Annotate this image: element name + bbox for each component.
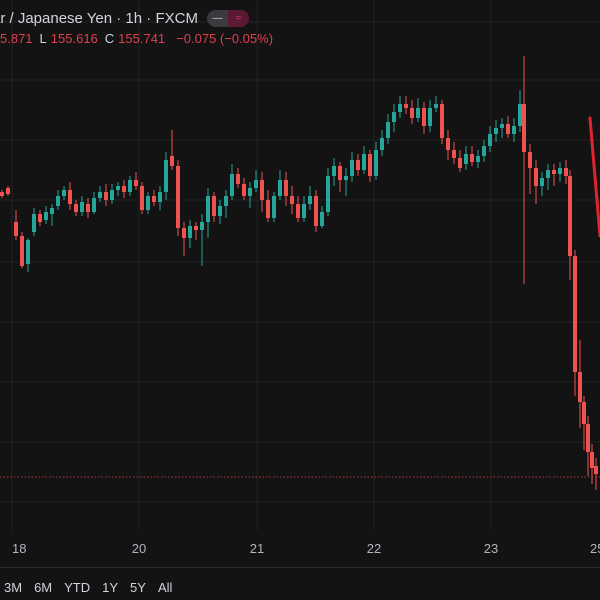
- change-value: −0.075 (−0.05%): [176, 31, 274, 46]
- chart-grid: [0, 0, 600, 530]
- low-value: 155.616: [50, 31, 98, 46]
- minus-icon[interactable]: —: [206, 9, 228, 27]
- range-ytd-button[interactable]: YTD: [64, 580, 91, 595]
- close-label: C: [104, 31, 115, 46]
- x-tick-23: 23: [483, 541, 499, 556]
- range-6m-button[interactable]: 6M: [34, 580, 53, 595]
- x-tick-21: 21: [249, 541, 265, 556]
- x-tick-25: 25: [590, 541, 600, 556]
- x-tick-20: 20: [131, 541, 147, 556]
- range-1y-button[interactable]: 1Y: [102, 580, 119, 595]
- range-3m-button[interactable]: 3M: [4, 580, 23, 595]
- range-all-button[interactable]: All: [157, 580, 173, 595]
- x-tick-18: 18: [12, 541, 27, 556]
- chart-header: ar / Japanese Yen · 1h · FXCM — ≈: [0, 8, 249, 28]
- close-value: 155.741: [118, 31, 166, 46]
- ohlc-legend: 5.871 L 155.616 C 155.741 −0.075 (−0.05%…: [0, 31, 273, 46]
- candles: [0, 56, 598, 490]
- display-toggle[interactable]: — ≈: [206, 9, 249, 27]
- x-tick-22: 22: [366, 541, 382, 556]
- hand-drawn-arrow-annotation: [588, 116, 600, 238]
- symbol-title[interactable]: ar / Japanese Yen · 1h · FXCM: [0, 9, 198, 27]
- wave-icon[interactable]: ≈: [227, 9, 249, 27]
- range-5y-button[interactable]: 5Y: [130, 580, 146, 595]
- axis-divider: [0, 567, 600, 568]
- high-value: 5.871: [0, 31, 33, 46]
- range-selector: 3M 6M YTD 1Y 5Y All: [4, 580, 172, 595]
- low-label: L: [39, 31, 47, 46]
